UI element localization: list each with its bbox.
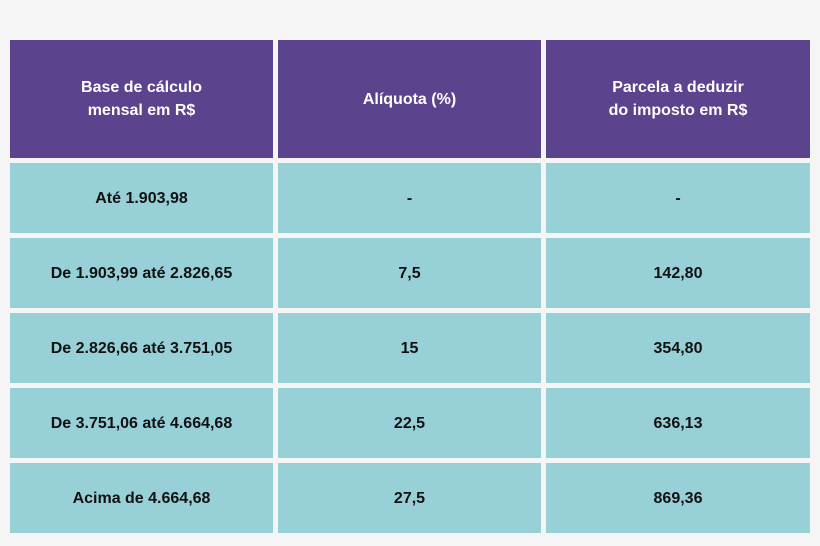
table-cell-parcela: -	[546, 163, 810, 233]
table-cell-base: Até 1.903,98	[10, 163, 273, 233]
table-cell-base: De 1.903,99 até 2.826,65	[10, 238, 273, 308]
table-cell-base: De 3.751,06 até 4.664,68	[10, 388, 273, 458]
table-cell-aliquota: 27,5	[278, 463, 541, 533]
header-base-calculo: Base de cálculo mensal em R$	[10, 40, 273, 158]
table-cell-parcela: 636,13	[546, 388, 810, 458]
table-cell-base: Acima de 4.664,68	[10, 463, 273, 533]
table-cell-aliquota: 7,5	[278, 238, 541, 308]
table-cell-parcela: 354,80	[546, 313, 810, 383]
header-parcela-deduzir: Parcela a deduzir do imposto em R$	[546, 40, 810, 158]
table-cell-aliquota: -	[278, 163, 541, 233]
table-cell-base: De 2.826,66 até 3.751,05	[10, 313, 273, 383]
table-cell-parcela: 869,36	[546, 463, 810, 533]
income-tax-table: Base de cálculo mensal em R$ Alíquota (%…	[10, 40, 810, 533]
table-cell-parcela: 142,80	[546, 238, 810, 308]
table-cell-aliquota: 15	[278, 313, 541, 383]
header-aliquota: Alíquota (%)	[278, 40, 541, 158]
table-cell-aliquota: 22,5	[278, 388, 541, 458]
